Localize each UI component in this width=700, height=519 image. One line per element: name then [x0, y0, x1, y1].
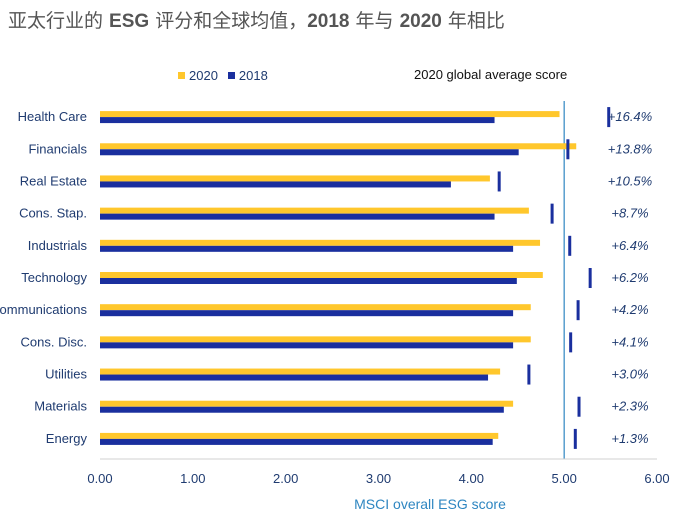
bar-2020	[100, 207, 529, 214]
pct-change-label: +3.0%	[611, 367, 648, 382]
global-average-legend-label: 2020 global average score	[414, 67, 568, 82]
global-average-marker	[576, 300, 580, 321]
x-tick-label: 0.00	[87, 471, 112, 486]
category-label: Industrials	[28, 238, 88, 253]
category-label: Technology	[21, 270, 87, 285]
bar-2020	[100, 175, 490, 182]
global-average-marker	[527, 364, 531, 385]
title-part: 2018	[307, 11, 350, 32]
pct-change-label: +10.5%	[608, 173, 652, 188]
global-average-marker	[568, 235, 572, 256]
pct-change-label: +13.8%	[608, 141, 652, 156]
bar-2020	[100, 432, 499, 439]
global-average-marker	[566, 139, 570, 160]
pct-change-label: +2.3%	[611, 399, 648, 414]
x-tick-label: 5.00	[552, 471, 577, 486]
bar-2018	[100, 213, 495, 220]
bar-2020	[100, 272, 543, 278]
pct-change-label: +6.4%	[611, 238, 648, 253]
chart-title: 亚太行业的 ESG 评分和全球均值，2018 年与 2020 年相比	[8, 6, 505, 33]
chart-legend: 2020 2018	[178, 68, 278, 83]
global-average-marker	[497, 171, 501, 192]
pct-change-label: +4.2%	[611, 302, 648, 317]
category-label: Real Estate	[20, 173, 87, 188]
pct-change-label: +1.3%	[611, 431, 648, 446]
global-average-marker	[588, 268, 592, 288]
bar-2018	[100, 374, 489, 381]
title-part: 年与	[349, 10, 400, 32]
category-label: Materials	[34, 399, 87, 414]
title-part: ESG	[109, 11, 150, 32]
category-label: Cons. Disc.	[21, 334, 87, 349]
bar-2018	[100, 245, 514, 252]
legend-item-2020: 2020	[178, 68, 218, 83]
title-part: 评分和全球均值，	[149, 10, 308, 32]
bar-2018	[100, 149, 519, 156]
bar-2018	[100, 406, 504, 413]
bar-2018	[100, 310, 514, 317]
bar-2020	[100, 143, 577, 150]
bar-2020	[100, 111, 560, 118]
pct-change-label: +16.4%	[608, 109, 652, 124]
legend-swatch-2020	[178, 72, 185, 79]
title-part: 年相比	[441, 10, 505, 32]
category-label: Cons. Stap.	[19, 206, 87, 221]
pct-change-label: +4.1%	[611, 334, 648, 349]
bar-2020	[100, 239, 541, 246]
bar-2018	[100, 278, 517, 284]
category-label: Health Care	[18, 109, 87, 124]
title-part: 2020	[399, 11, 442, 32]
bar-2018	[100, 438, 493, 445]
legend-label-2020: 2020	[189, 68, 218, 83]
x-tick-label: 3.00	[366, 471, 391, 486]
x-tick-label: 2.00	[273, 471, 298, 486]
global-average-marker	[607, 107, 611, 128]
x-tick-label: 1.00	[180, 471, 205, 486]
legend-label-2018: 2018	[238, 68, 268, 83]
category-label: Communications	[0, 302, 87, 317]
bar-2018	[100, 181, 451, 188]
global-average-marker	[573, 428, 577, 449]
global-average-marker	[550, 203, 554, 224]
category-label: Energy	[46, 431, 88, 446]
global-average-marker	[569, 332, 573, 353]
title-part: 亚太行业的	[8, 10, 110, 32]
bar-2020	[100, 400, 514, 407]
pct-change-label: +6.2%	[611, 270, 648, 285]
global-average-marker	[577, 396, 581, 417]
bar-2020	[100, 304, 531, 311]
legend-item-2018: 2018	[227, 68, 268, 83]
bar-2018	[100, 342, 514, 349]
x-axis-title: MSCI overall ESG score	[354, 496, 506, 512]
pct-change-label: +8.7%	[611, 206, 648, 221]
legend-swatch-2018	[227, 72, 235, 79]
bar-2018	[100, 117, 495, 124]
x-tick-label: 4.00	[459, 471, 484, 486]
category-label: Utilities	[45, 367, 87, 382]
bar-2020	[100, 368, 501, 375]
bar-2020	[100, 336, 531, 343]
x-tick-label: 6.00	[644, 471, 669, 486]
category-label: Financials	[28, 141, 87, 156]
